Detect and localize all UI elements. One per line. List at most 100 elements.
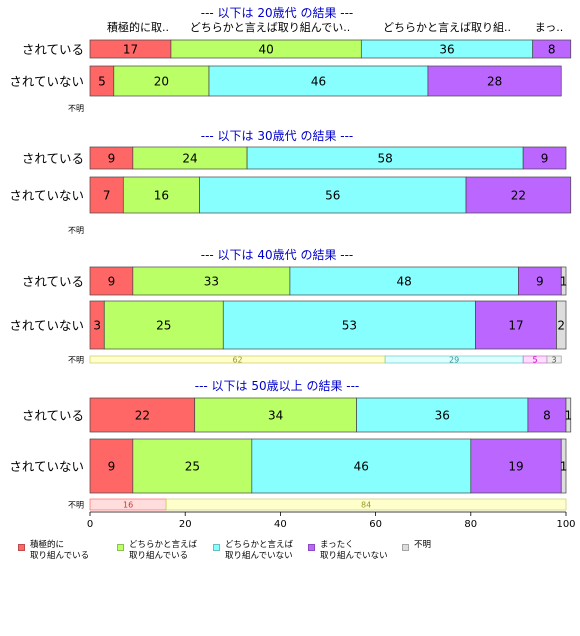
header-label-3: まっ.. — [535, 21, 564, 34]
bar-2-1-4 — [556, 300, 567, 350]
bar-label-2-0-0: 9 — [108, 275, 116, 289]
bar-label-3-1-2: 46 — [354, 460, 369, 474]
bar-label-2-1-2: 53 — [342, 319, 357, 333]
row-label-3-0: されている — [22, 408, 84, 423]
bar-label-3-0-2: 36 — [435, 409, 450, 423]
bar-3-1-3 — [470, 438, 562, 494]
bar-label-0-0-2: 36 — [439, 43, 454, 57]
bar-label-2-2-3: 5 — [533, 356, 538, 365]
row-label-1-1: されていない — [9, 188, 84, 203]
bar-0-1-3 — [427, 65, 562, 97]
bar-label-2-1-1: 25 — [156, 319, 171, 333]
legend-label-0: 積極的に 取り組んでいる — [30, 540, 90, 561]
bar-label-2-0-4: 1 — [560, 275, 568, 289]
bar-label-2-2-4: 3 — [552, 356, 557, 365]
x-tick-label-1: 20 — [179, 519, 192, 530]
legend-label-4: 不明 — [414, 540, 432, 550]
bar-label-0-1-3: 28 — [487, 75, 502, 89]
legend-swatch-0 — [18, 544, 25, 551]
bar-label-3-1-3: 19 — [508, 460, 523, 474]
panel-title-2: --- 以下は 40歳代 の結果 --- — [201, 248, 354, 262]
bar-label-1-0-0: 9 — [108, 152, 116, 166]
bar-2-1-3 — [475, 300, 557, 350]
bar-label-3-1-4: 1 — [560, 460, 568, 474]
bar-label-1-1-3: 22 — [511, 189, 526, 203]
row-label-2-0: されている — [22, 274, 84, 289]
legend-swatch-4 — [402, 544, 409, 551]
bar-label-1-1-1: 16 — [154, 189, 169, 203]
bar-3-1-0 — [89, 438, 134, 494]
legend: 積極的に 取り組んでいる どちらかと言えば 取り組んでいる どちらかと言えば 取… — [0, 540, 580, 580]
row-label-3-1: されていない — [9, 459, 84, 474]
legend-swatch-3 — [308, 544, 315, 551]
panel-title-0: --- 以下は 20歳代 の結果 --- — [201, 6, 354, 20]
bar-label-1-0-1: 24 — [182, 152, 197, 166]
bar-1-1-2 — [199, 176, 467, 214]
bar-1-1-3 — [465, 176, 572, 214]
legend-item-2: どちらかと言えば 取り組んでいない — [213, 540, 293, 562]
bar-label-0-0-0: 17 — [123, 43, 138, 57]
legend-label-3: まったく 取り組んでいない — [320, 540, 388, 561]
bar-1-1-0 — [89, 176, 124, 214]
bar-label-2-0-1: 33 — [204, 275, 219, 289]
bar-label-3-0-0: 22 — [135, 409, 150, 423]
bar-label-0-0-3: 8 — [548, 43, 556, 57]
row-label-0-0: されている — [22, 42, 84, 57]
bar-3-0-1 — [194, 397, 357, 433]
row-label-3-2: 不明 — [68, 501, 84, 510]
bar-label-3-0-3: 8 — [543, 409, 551, 423]
bar-0-0-3 — [532, 39, 572, 59]
x-tick-label-4: 80 — [464, 519, 477, 530]
bar-2-2-4 — [546, 355, 562, 364]
legend-item-1: どちらかと言えば 取り組んでいる — [117, 540, 197, 562]
legend-item-4: 不明 — [402, 540, 431, 551]
x-tick-label-5: 100 — [556, 519, 575, 530]
legend-item-0: 積極的に 取り組んでいる — [18, 540, 89, 562]
bar-2-1-1 — [103, 300, 224, 350]
bar-label-3-2-0: 16 — [123, 501, 133, 510]
bar-label-2-0-3: 9 — [536, 275, 544, 289]
bar-label-2-1-4: 2 — [557, 319, 565, 333]
row-label-1-0: されている — [22, 151, 84, 166]
bar-2-0-1 — [132, 266, 291, 296]
bar-label-0-1-1: 20 — [154, 75, 169, 89]
row-label-2-1: されていない — [9, 318, 84, 333]
bar-1-1-1 — [122, 176, 200, 214]
legend-item-3: まったく 取り組んでいない — [308, 540, 388, 562]
bar-label-0-1-2: 46 — [311, 75, 326, 89]
header-label-2: どちらかと言えば取り組.. — [383, 21, 511, 34]
bar-label-1-0-3: 9 — [541, 152, 549, 166]
header-label-0: 積極的に取.. — [107, 20, 169, 34]
bar-3-1-2 — [251, 438, 472, 494]
bar-2-0-4 — [560, 266, 567, 296]
bar-2-0-3 — [518, 266, 562, 296]
bar-label-3-1-0: 9 — [108, 460, 116, 474]
bar-label-2-0-2: 48 — [397, 275, 412, 289]
x-tick-label-0: 0 — [87, 519, 93, 530]
legend-swatch-2 — [213, 544, 220, 551]
panel-title-3: --- 以下は 50歳以上 の結果 --- — [195, 379, 360, 393]
panel-title-1: --- 以下は 30歳代 の結果 --- — [201, 129, 354, 143]
row-label-0-2: 不明 — [68, 104, 84, 113]
bar-2-0-0 — [89, 266, 134, 296]
row-label-2-2: 不明 — [68, 356, 84, 365]
header-label-1: どちらかと言えば取り組んでい.. — [190, 21, 350, 34]
bar-label-2-1-0: 3 — [93, 319, 101, 333]
bar-0-1-1 — [113, 65, 210, 97]
bar-label-3-0-4: 1 — [565, 409, 573, 423]
legend-swatch-1 — [117, 544, 124, 551]
bar-0-1-2 — [208, 65, 429, 97]
bar-3-2-1 — [165, 498, 567, 511]
row-label-0-1: されていない — [9, 74, 84, 89]
bar-3-1-1 — [132, 438, 253, 494]
x-tick-label-2: 40 — [274, 519, 287, 530]
legend-label-1: どちらかと言えば 取り組んでいる — [129, 540, 198, 561]
bar-label-3-1-1: 25 — [185, 460, 200, 474]
bar-label-1-0-2: 58 — [377, 152, 392, 166]
bar-2-1-2 — [222, 300, 476, 350]
bar-label-3-2-1: 84 — [361, 501, 371, 510]
bar-3-0-2 — [356, 397, 529, 433]
bar-label-1-1-0: 7 — [103, 189, 111, 203]
bar-label-2-2-1: 62 — [232, 356, 242, 365]
